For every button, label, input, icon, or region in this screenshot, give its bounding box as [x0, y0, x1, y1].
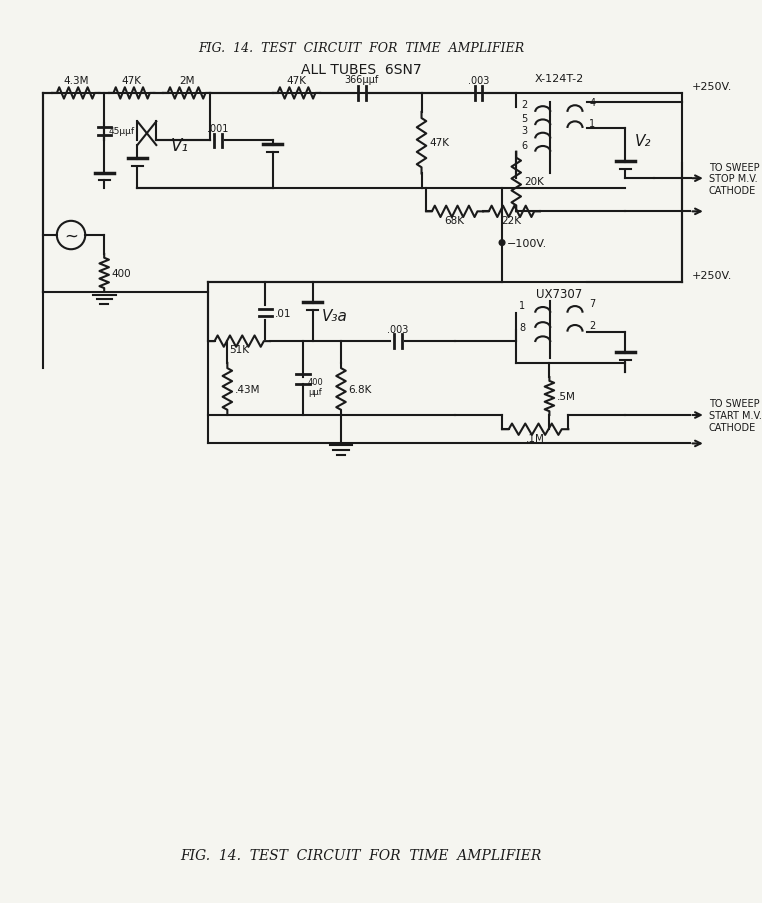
Text: ~: ~ [64, 227, 78, 245]
Text: .001: .001 [207, 124, 229, 134]
Text: .43M: .43M [235, 385, 261, 395]
Text: 47K: 47K [287, 77, 306, 87]
Text: .5M: .5M [557, 392, 576, 402]
Text: 366μμf: 366μμf [344, 74, 379, 85]
Text: 2M: 2M [179, 77, 194, 87]
Text: .1M: .1M [526, 433, 545, 443]
Text: 5: 5 [521, 114, 527, 125]
Text: 22K: 22K [501, 216, 521, 226]
Text: FIG.  14.  TEST  CIRCUIT  FOR  TIME  AMPLIFIER: FIG. 14. TEST CIRCUIT FOR TIME AMPLIFIER [181, 849, 542, 862]
Text: 2: 2 [589, 321, 595, 330]
Text: 3: 3 [521, 126, 527, 135]
Text: X-124T-2: X-124T-2 [534, 73, 584, 84]
Text: 6: 6 [521, 141, 527, 151]
Text: 400: 400 [112, 268, 131, 279]
Text: 45μμf: 45μμf [109, 127, 135, 136]
Text: TO SWEEP
START M.V.
CATHODE: TO SWEEP START M.V. CATHODE [709, 399, 761, 433]
Text: +250V.: +250V. [691, 271, 732, 281]
Text: 1: 1 [589, 119, 595, 129]
Text: V₁: V₁ [171, 136, 189, 154]
Circle shape [499, 240, 505, 247]
Text: +250V.: +250V. [691, 82, 732, 92]
Text: ALL TUBES  6SN7: ALL TUBES 6SN7 [300, 63, 421, 77]
Text: 4: 4 [589, 98, 595, 108]
Text: FIG.  14.  TEST  CIRCUIT  FOR  TIME  AMPLIFIER: FIG. 14. TEST CIRCUIT FOR TIME AMPLIFIER [198, 42, 524, 55]
Text: 7: 7 [589, 299, 595, 309]
Text: 20K: 20K [523, 177, 544, 187]
Text: 1: 1 [519, 301, 525, 311]
Text: V₃a: V₃a [322, 309, 348, 324]
Text: 6.8K: 6.8K [348, 385, 372, 395]
Text: UX7307: UX7307 [536, 287, 582, 301]
Text: 400
μμf: 400 μμf [308, 377, 324, 396]
Text: −100V.: −100V. [507, 238, 547, 248]
Text: V₂: V₂ [635, 134, 652, 149]
Text: .003: .003 [468, 77, 489, 87]
Text: 4.3M: 4.3M [63, 77, 88, 87]
Text: 47K: 47K [429, 138, 449, 148]
Text: .01: .01 [275, 308, 291, 319]
Text: 2: 2 [521, 100, 527, 110]
Text: 47K: 47K [122, 77, 142, 87]
Text: 8: 8 [519, 322, 525, 332]
Text: 68K: 68K [445, 216, 465, 226]
Text: 51K: 51K [229, 345, 248, 355]
Text: TO SWEEP
STOP M.V.
CATHODE: TO SWEEP STOP M.V. CATHODE [709, 163, 759, 196]
Text: .003: .003 [387, 324, 408, 334]
